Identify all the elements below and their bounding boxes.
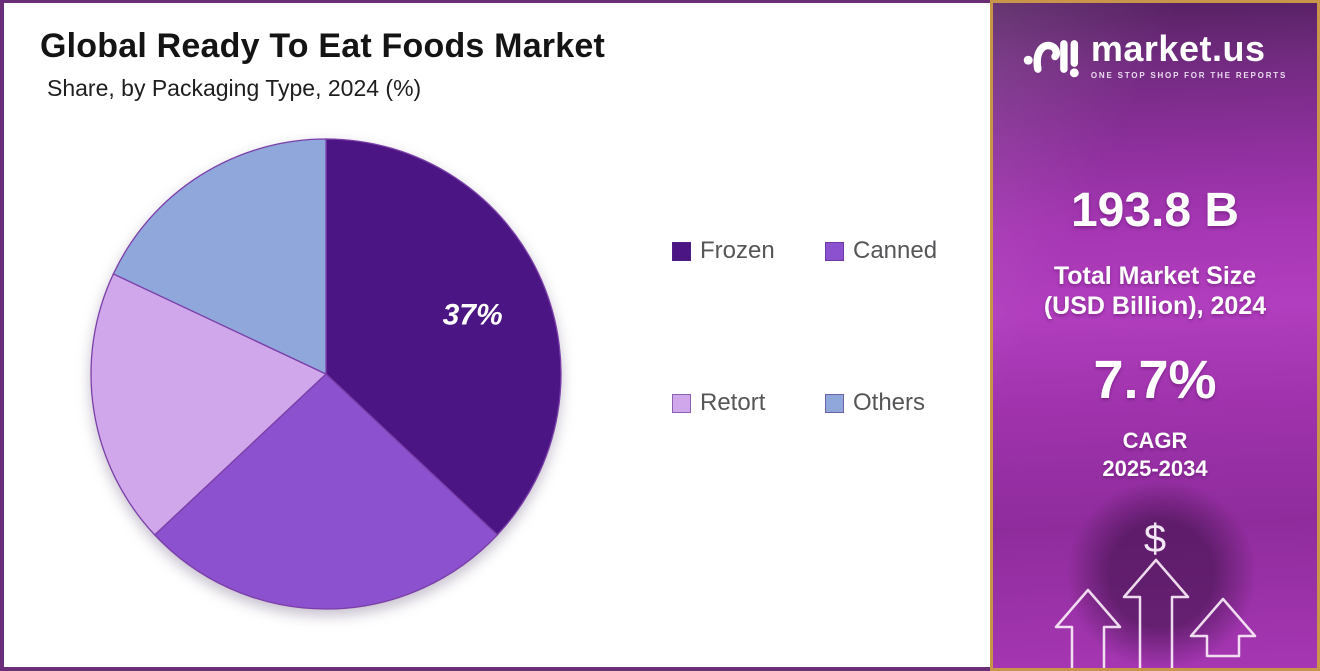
legend-label-retort: Retort [700,389,766,416]
pie-data-label: 37% [443,299,503,332]
brand-sidebar: market.us ONE STOP SHOP FOR THE REPORTS … [990,0,1320,671]
cagr-label-line1: CAGR [1122,428,1188,453]
pie-slice-frozen [325,138,562,536]
legend-item-canned: Canned [825,237,978,265]
legend-label-others: Others [853,389,926,416]
brand-tagline: ONE STOP SHOP FOR THE REPORTS [1090,70,1288,80]
logo: market.us ONE STOP SHOP FOR THE REPORTS [993,29,1317,81]
pie-slice-canned [153,373,499,610]
dollar-symbol: $ [1143,517,1167,561]
chart-panel: Global Ready To Eat Foods Market Share, … [0,0,990,671]
cagr-label: CAGR 2025-2034 [993,427,1317,482]
pie-chart: 37% [90,138,562,610]
legend-swatch-others [825,393,844,413]
legend-item-others: Others [825,389,978,417]
cagr-value: 7.7% [1093,350,1217,410]
market-size-label-line2: (USD Billion), 2024 [1043,292,1267,320]
chart-title: Global Ready To Eat Foods Market [40,27,605,65]
legend-swatch-canned [825,241,844,261]
pie-legend: Frozen Canned Retort Others [672,237,978,417]
legend-label-canned: Canned [853,237,938,264]
marketus-logo-icon [1023,40,1079,78]
market-size-label: Total Market Size (USD Billion), 2024 [993,261,1317,321]
title-block: Global Ready To Eat Foods Market Share, … [40,27,605,102]
legend-swatch-retort [672,393,691,413]
cagr-label-line2: 2025-2034 [1102,455,1208,481]
market-size-label-line1: Total Market Size [1053,262,1257,290]
legend-label-frozen: Frozen [700,237,775,264]
brand-name: market.us [1090,27,1266,69]
growth-arrows-icon [1054,558,1257,668]
logo-text: market.us ONE STOP SHOP FOR THE REPORTS [1090,27,1288,80]
market-size-value: 193.8 B [1070,184,1240,237]
chart-subtitle: Share, by Packaging Type, 2024 (%) [47,75,422,101]
legend-swatch-frozen [672,241,691,261]
legend-item-frozen: Frozen [672,237,825,265]
pie-slice-retort [90,273,328,536]
legend-item-retort: Retort [672,389,825,417]
pie-slice-others [112,138,327,376]
